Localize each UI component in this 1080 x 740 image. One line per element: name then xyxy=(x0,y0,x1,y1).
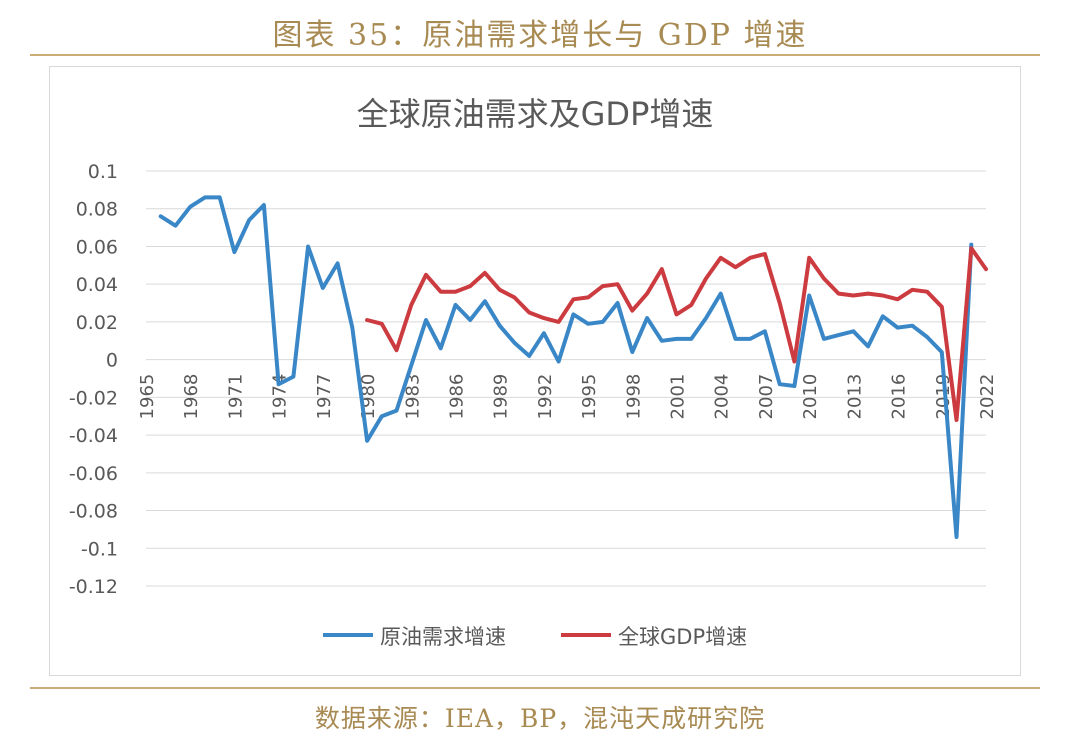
x-axis-ticks: 1965 1968 1971 1974 1977 1980 1983 1986 1989 1992… xyxy=(137,374,998,420)
x-tick-label: 1965 xyxy=(137,374,158,420)
x-tick-label: 2004 xyxy=(712,374,733,420)
y-tick-label: -0.08 xyxy=(69,501,118,523)
x-tick-label: 1974 xyxy=(270,374,291,420)
y-tick-label: -0.12 xyxy=(69,576,118,598)
y-tick-label: -0.04 xyxy=(69,425,118,447)
chart-frame: 全球原油需求及GDP增速 0.1 0.08 0.06 0.04 0.02 0 -0.02 -0… xyxy=(49,66,1021,676)
x-tick-label: 1992 xyxy=(535,374,556,420)
y-tick-label: -0.06 xyxy=(69,463,118,485)
y-tick-label: 0.08 xyxy=(76,199,118,221)
x-tick-label: 1986 xyxy=(446,374,467,420)
chart-title: 全球原油需求及GDP增速 xyxy=(357,95,714,133)
x-tick-label: 1971 xyxy=(225,374,246,420)
x-tick-label: 1977 xyxy=(314,374,335,420)
y-tick-label: 0.06 xyxy=(76,236,118,258)
bottom-divider xyxy=(30,687,1040,689)
x-tick-label: 1989 xyxy=(491,374,512,420)
x-tick-label: 2001 xyxy=(668,374,689,420)
source-note: 数据来源：IEA，BP，混沌天成研究院 xyxy=(314,704,766,733)
series-lines xyxy=(158,195,988,539)
y-axis-ticks: 0.1 0.08 0.06 0.04 0.02 0 -0.02 -0.04 -0.06 -0.08… xyxy=(69,161,118,598)
x-tick-label: 2019 xyxy=(933,374,954,420)
x-tick-label: 2010 xyxy=(800,374,821,420)
x-tick-label: 1968 xyxy=(181,374,202,420)
legend-label-gdp: 全球GDP增速 xyxy=(618,625,747,649)
y-tick-label: -0.02 xyxy=(69,387,118,409)
series-line-gdp xyxy=(365,246,988,422)
y-tick-label: -0.1 xyxy=(81,538,118,560)
x-tick-label: 1995 xyxy=(579,374,600,420)
x-tick-label: 2022 xyxy=(977,374,998,420)
series-line-oil-demand xyxy=(158,195,974,539)
y-tick-label: 0.04 xyxy=(76,274,118,296)
line-chart: 全球原油需求及GDP增速 0.1 0.08 0.06 0.04 0.02 0 -0.02 -0… xyxy=(69,95,998,649)
top-divider xyxy=(30,54,1040,56)
y-tick-label: 0 xyxy=(106,350,118,372)
legend: 原油需求增速 全球GDP增速 xyxy=(323,625,747,649)
x-tick-label: 2007 xyxy=(756,374,777,420)
x-tick-label: 2013 xyxy=(844,374,865,420)
x-tick-label: 1998 xyxy=(623,374,644,420)
x-tick-label: 1983 xyxy=(402,374,423,420)
y-tick-label: 0.1 xyxy=(88,161,118,183)
figure-title: 图表 35：原油需求增长与 GDP 增速 xyxy=(272,18,808,53)
x-tick-label: 2016 xyxy=(889,374,910,420)
gridlines xyxy=(146,170,986,587)
legend-label-oil: 原油需求增速 xyxy=(380,625,506,649)
y-tick-label: 0.02 xyxy=(76,312,118,334)
